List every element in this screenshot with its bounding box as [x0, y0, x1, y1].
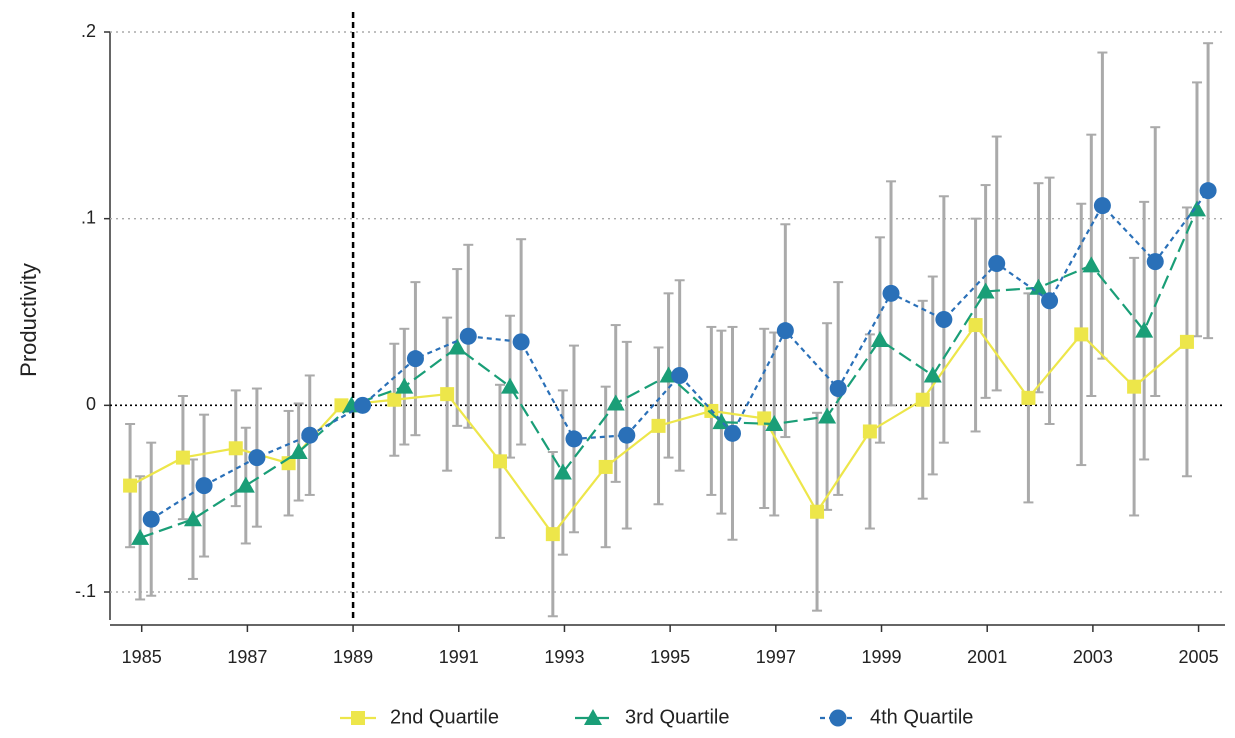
- point: [915, 392, 930, 407]
- x-tick-label: 1989: [333, 647, 373, 667]
- x-tick-label: 1999: [861, 647, 901, 667]
- point: [882, 284, 900, 302]
- point: [142, 510, 160, 528]
- point: [289, 443, 308, 459]
- y-tick-label: -.1: [75, 581, 96, 601]
- point: [131, 528, 150, 545]
- point: [1179, 334, 1194, 349]
- point: [236, 476, 255, 493]
- point: [1135, 321, 1154, 338]
- x-tick-label: 1991: [439, 647, 479, 667]
- point: [1074, 327, 1089, 342]
- legend-label: 2nd Quartile: [390, 706, 499, 728]
- point: [1082, 256, 1101, 273]
- x-tick-label: 1997: [756, 647, 796, 667]
- point: [440, 387, 455, 402]
- legend-label: 4th Quartile: [870, 706, 973, 728]
- point: [862, 424, 877, 439]
- point: [301, 426, 319, 444]
- x-tick-label: 2003: [1073, 647, 1113, 667]
- point: [175, 450, 190, 465]
- point: [1199, 182, 1217, 200]
- legend-marker: [829, 709, 847, 727]
- point: [870, 331, 889, 347]
- point: [968, 318, 983, 333]
- point: [512, 333, 530, 351]
- point: [765, 415, 784, 431]
- x-tick-label: 1987: [227, 647, 267, 667]
- y-tick-label: .1: [81, 207, 96, 227]
- point: [757, 411, 772, 426]
- point: [829, 380, 847, 398]
- point: [354, 396, 372, 414]
- point: [988, 254, 1006, 272]
- point: [606, 394, 625, 411]
- point: [183, 510, 202, 527]
- point: [565, 430, 583, 448]
- series-line: [150, 190, 1209, 521]
- point: [248, 449, 266, 467]
- point: [195, 477, 213, 495]
- point: [923, 366, 942, 383]
- point: [976, 282, 995, 299]
- legend-label: 3rd Quartile: [625, 706, 730, 728]
- point: [123, 478, 138, 493]
- point: [553, 463, 572, 480]
- point: [671, 366, 689, 384]
- point: [1127, 379, 1142, 394]
- legend-marker: [351, 711, 365, 725]
- point: [723, 424, 741, 442]
- point: [387, 392, 402, 407]
- point: [618, 426, 636, 444]
- point: [459, 327, 477, 345]
- point: [492, 454, 507, 469]
- x-tick-label: 2001: [967, 647, 1007, 667]
- point: [501, 377, 520, 394]
- point: [651, 418, 666, 433]
- point: [935, 310, 953, 328]
- point: [448, 338, 467, 355]
- point: [1029, 278, 1048, 295]
- point: [1146, 253, 1164, 271]
- point: [1021, 390, 1036, 405]
- x-tick-label: 1993: [544, 647, 584, 667]
- y-tick-label: 0: [86, 394, 96, 414]
- x-tick-label: 2005: [1179, 647, 1219, 667]
- x-tick-label: 1985: [122, 647, 162, 667]
- point: [1041, 292, 1059, 310]
- y-axis-label: Productivity: [16, 263, 41, 377]
- x-tick-label: 1995: [650, 647, 690, 667]
- point: [810, 504, 825, 519]
- point: [406, 350, 424, 368]
- point: [598, 459, 613, 474]
- legend-marker: [584, 709, 602, 725]
- point: [228, 441, 243, 456]
- point: [545, 527, 560, 542]
- y-tick-label: .2: [81, 21, 96, 41]
- point: [395, 377, 414, 394]
- point: [776, 322, 794, 340]
- point: [818, 407, 837, 424]
- point: [1093, 197, 1111, 215]
